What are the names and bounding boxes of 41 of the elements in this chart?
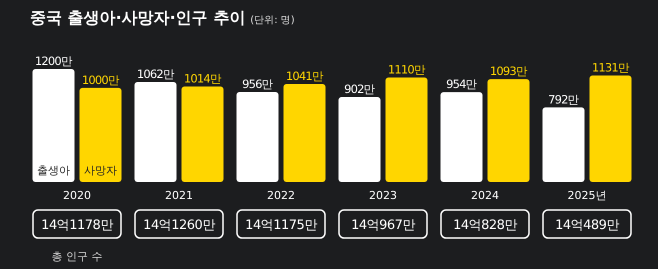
bar [284,84,326,182]
data-label: 902만 [344,82,376,96]
bar [182,86,224,182]
text: 14억1178만 [41,218,114,233]
series-label: 출생아 [37,164,70,177]
data-label: 1200만 [34,54,73,68]
text: 14억489만 [555,218,620,233]
x-tick-label: 2020 [63,189,91,202]
bar [386,77,428,182]
chart-title: 중국 출생아·사망자·인구 추이 [30,8,246,27]
data-label: 954만 [446,77,478,92]
bar [80,88,122,182]
data-label: 1110만 [388,62,426,76]
bar [440,92,482,182]
x-tick-label: 2023 [369,189,397,202]
bar [488,79,530,182]
data-label: 956만 [242,76,274,91]
text: 14억1260만 [143,218,216,233]
data-label: 1041만 [286,68,324,83]
text: 14억1175만 [245,218,318,233]
data-label: 792만 [548,92,580,106]
bar [236,92,278,182]
bar [134,82,176,182]
text: 14억967만 [351,218,416,233]
text: 총 인구 수 [52,250,102,263]
text: 14억828만 [453,218,518,233]
bar [542,107,584,182]
x-tick-label: 2021 [165,189,193,202]
data-label: 1000만 [82,72,120,87]
bar [32,69,74,182]
data-label: 1062만 [136,66,175,81]
x-tick-label: 2022 [267,189,295,202]
bar [338,97,380,182]
x-tick-label: 2025년 [568,189,606,202]
data-label: 1014만 [184,72,222,86]
data-label: 1131만 [592,60,630,74]
chart-subtitle: (단위: 명) [250,15,295,26]
x-tick-label: 2024 [471,189,499,202]
series-label: 사망자 [84,164,117,177]
data-label: 1093만 [490,64,528,78]
bar [590,76,632,182]
